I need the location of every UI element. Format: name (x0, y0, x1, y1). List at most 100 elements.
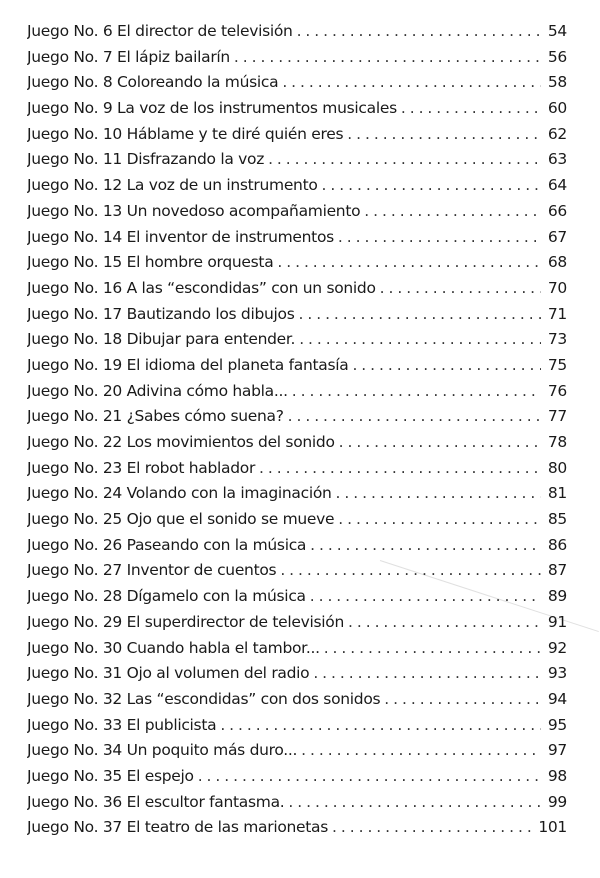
dot-leader (310, 584, 541, 610)
toc-entry: Juego No. 24 Volando con la imaginación 8… (27, 481, 567, 507)
toc-entry: Juego No. 35 El espejo 98 (27, 764, 567, 790)
entry-title: Juego No. 6 El director de televisión (27, 22, 293, 40)
entry-title: Juego No. 36 El escultor fantasma. (27, 792, 285, 811)
dot-leader (348, 610, 541, 636)
entry-title: Juego No. 8 Coloreando la música (27, 73, 279, 92)
entry-title: Juego No. 24 Volando con la imaginación (27, 484, 332, 503)
toc-entry: Juego No. 9 La voz de los instrumentos m… (27, 96, 567, 122)
entry-title: Juego No. 25 Ojo que el sonido se mueve (27, 510, 335, 529)
toc-entry: Juego No. 6 El director de televisión 54 (27, 19, 567, 45)
toc-entry: Juego No. 28 Dígamelo con la música 89 (27, 584, 567, 610)
entry-title: Juego No. 10 Háblame y te diré quién ere… (27, 124, 344, 143)
toc-entry: Juego No. 20 Adivina cómo habla... 76 (27, 379, 567, 405)
toc-entry: Juego No. 10 Háblame y te diré quién ere… (27, 122, 567, 148)
dot-leader (380, 276, 541, 302)
dot-leader (282, 70, 541, 96)
toc-entry: Juego No. 11 Disfrazando la voz 63 (27, 147, 567, 173)
toc-entry: Juego No. 15 El hombre orquesta 68 (27, 250, 567, 276)
dot-leader (299, 327, 541, 353)
entry-title: Juego No. 22 Los movimientos del sonido (27, 433, 335, 451)
dot-leader (384, 687, 541, 713)
toc-entry: Juego No. 34 Un poquito más duro... 97 (27, 738, 567, 764)
table-of-contents: Juego No. 6 El director de televisión54J… (27, 19, 567, 841)
entry-page-number: 77 (547, 407, 567, 426)
entry-title: Juego No. 7 El lápiz bailarín (27, 47, 230, 66)
entry-title: Juego No. 34 Un poquito más duro... (27, 741, 298, 760)
entry-page-number: 54 (547, 22, 567, 40)
toc-entry: Juego No. 18 Dibujar para entender. 73 (27, 327, 567, 353)
dot-leader (297, 19, 541, 45)
dot-leader (198, 764, 541, 790)
entry-page-number: 85 (547, 510, 567, 529)
dot-leader (338, 225, 541, 251)
entry-page-number: 62 (547, 124, 567, 143)
entry-page-number: 99 (547, 792, 567, 811)
toc-entry: Juego No. 22 Los movimientos del sonido 7… (27, 430, 567, 456)
entry-page-number: 80 (547, 458, 567, 477)
entry-page-number: 73 (547, 330, 567, 349)
toc-entry: Juego No. 32 Las “escondidas” con dos so… (27, 687, 567, 713)
dot-leader (288, 790, 541, 816)
entry-page-number: 70 (547, 278, 567, 297)
entry-page-number: 94 (547, 689, 567, 708)
toc-entry: Juego No. 19 El idioma del planeta fanta… (27, 353, 567, 379)
toc-entry: Juego No. 14 El inventor de instrumentos… (27, 225, 567, 251)
dot-leader (259, 456, 541, 482)
entry-title: Juego No. 33 El publicista (27, 715, 217, 734)
entry-title: Juego No. 15 El hombre orquesta (27, 253, 274, 272)
dot-leader (336, 481, 541, 507)
dot-leader (347, 122, 541, 148)
dot-leader (339, 430, 541, 456)
dot-leader (310, 533, 541, 559)
entry-page-number: 93 (547, 664, 567, 683)
entry-page-number: 87 (547, 561, 567, 580)
entry-title: Juego No. 31 Ojo al volumen del radio (27, 664, 310, 683)
toc-entry: Juego No. 27 Inventor de cuentos 87 (27, 558, 567, 584)
toc-entry: Juego No. 17 Bautizando los dibujos 71 (27, 302, 567, 328)
entry-title: Juego No. 11 Disfrazando la voz (27, 150, 265, 169)
entry-title: Juego No. 29 El superdirector de televis… (27, 612, 345, 631)
toc-entry: Juego No. 25 Ojo que el sonido se mueve 8… (27, 507, 567, 533)
dot-leader (288, 404, 541, 430)
entry-page-number: 98 (547, 766, 567, 785)
dot-leader (292, 379, 541, 405)
dot-leader (299, 302, 541, 328)
entry-title: Juego No. 35 El espejo (27, 766, 194, 785)
entry-page-number: 86 (547, 535, 567, 554)
entry-page-number: 58 (547, 73, 567, 92)
entry-page-number: 95 (547, 715, 567, 734)
toc-entry: Juego No. 13 Un novedoso acompañamiento 6… (27, 199, 567, 225)
toc-entry: Juego No. 8 Coloreando la música 58 (27, 70, 567, 96)
entry-page-number: 56 (547, 47, 567, 66)
toc-entry: Juego No. 16 A las “escondidas” con un s… (27, 276, 567, 302)
dot-leader (324, 636, 541, 662)
entry-title: Juego No. 21 ¿Sabes cómo suena? (27, 407, 284, 426)
entry-page-number: 64 (547, 176, 567, 195)
entry-title: Juego No. 26 Paseando con la música (27, 535, 307, 554)
entry-title: Juego No. 9 La voz de los instrumentos m… (27, 99, 397, 118)
dot-leader (268, 147, 541, 173)
toc-entry: Juego No. 33 El publicista 95 (27, 713, 567, 739)
entry-title: Juego No. 23 El robot hablador (27, 458, 256, 477)
dot-leader (332, 815, 534, 841)
entry-title: Juego No. 20 Adivina cómo habla... (27, 381, 288, 400)
entry-title: Juego No. 28 Dígamelo con la música (27, 587, 306, 606)
entry-title: Juego No. 18 Dibujar para entender. (27, 330, 296, 349)
entry-title: Juego No. 32 Las “escondidas” con dos so… (27, 689, 381, 708)
entry-page-number: 63 (547, 150, 567, 169)
entry-page-number: 75 (547, 355, 567, 374)
toc-entry: Juego No. 31 Ojo al volumen del radio 93 (27, 661, 567, 687)
toc-entry: Juego No. 21 ¿Sabes cómo suena? 77 (27, 404, 567, 430)
toc-entry: Juego No. 37 El teatro de las marionetas… (27, 815, 567, 841)
toc-entry: Juego No. 7 El lápiz bailarín 56 (27, 45, 567, 71)
dot-leader (280, 558, 541, 584)
toc-entry: Juego No. 23 El robot hablador 80 (27, 456, 567, 482)
entry-page-number: 92 (547, 638, 567, 657)
entry-page-number: 71 (547, 304, 567, 323)
dot-leader (352, 353, 541, 379)
entry-title: Juego No. 12 La voz de un instrumento (27, 176, 318, 195)
toc-entry: Juego No. 30 Cuando habla el tambor... 92 (27, 636, 567, 662)
entry-page-number: 78 (547, 433, 567, 451)
dot-leader (301, 738, 541, 764)
dot-leader (313, 661, 541, 687)
